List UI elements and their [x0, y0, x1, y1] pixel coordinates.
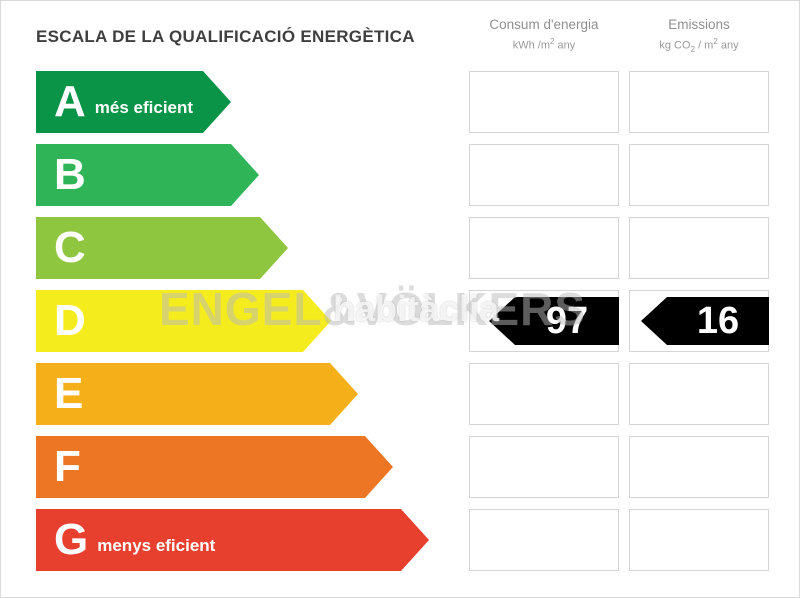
rating-row-e: E — [1, 363, 799, 425]
consumption-column-unit: kWh /m2 any — [512, 37, 576, 52]
consumption-value-tag: 97 — [489, 297, 619, 345]
rating-row-b: B — [1, 144, 799, 206]
consumption-cell-e — [469, 363, 619, 425]
emissions-column-label: Emissions — [668, 17, 730, 32]
consumption-cell-a — [469, 71, 619, 133]
rating-rows: A més eficient B C D — [1, 71, 799, 582]
rating-row-g: G menys eficient — [1, 509, 799, 571]
emissions-cell-e — [629, 363, 769, 425]
rating-bar-f: F — [36, 436, 393, 498]
rating-bar-d: D — [36, 290, 331, 352]
rating-bar-c: C — [36, 217, 288, 279]
rating-row-c: C — [1, 217, 799, 279]
consumption-value: 97 — [545, 299, 589, 342]
emissions-column-unit: kg CO2 / m2 any — [659, 37, 739, 54]
rating-letter-g: G — [54, 515, 89, 564]
emissions-cell-a — [629, 71, 769, 133]
rating-letter-a: A — [54, 77, 86, 126]
consumption-cell-b — [469, 144, 619, 206]
rating-letter-c: C — [54, 223, 86, 272]
consumption-column-label: Consum d'energia — [489, 17, 599, 32]
emissions-column-header: Emissions kg CO2 / m2 any — [629, 17, 769, 54]
rating-letter-e: E — [54, 369, 84, 418]
page-title: ESCALA DE LA QUALIFICACIÓ ENERGÈTICA — [36, 27, 415, 46]
consumption-column-header: Consum d'energia kWh /m2 any — [469, 17, 619, 52]
emissions-value-tag: 16 — [641, 297, 769, 345]
emissions-cell-b — [629, 144, 769, 206]
rating-bar-a: A més eficient — [36, 71, 231, 133]
emissions-cell-c — [629, 217, 769, 279]
emissions-cell-f — [629, 436, 769, 498]
rating-bar-g: G menys eficient — [36, 509, 429, 571]
consumption-cell-c — [469, 217, 619, 279]
rating-letter-b: B — [54, 150, 86, 199]
consumption-cell-g — [469, 509, 619, 571]
rating-letter-f: F — [54, 442, 81, 491]
rating-row-f: F — [1, 436, 799, 498]
rating-bar-b: B — [36, 144, 259, 206]
rating-letter-d: D — [54, 296, 86, 345]
rating-row-a: A més eficient — [1, 71, 799, 133]
consumption-cell-f — [469, 436, 619, 498]
rating-row-d: D 97 16 — [1, 290, 799, 352]
emissions-value: 16 — [696, 299, 740, 342]
rating-label-a: més eficient — [94, 98, 194, 117]
rating-label-g: menys eficient — [97, 536, 216, 555]
rating-bar-e: E — [36, 363, 358, 425]
emissions-cell-g — [629, 509, 769, 571]
